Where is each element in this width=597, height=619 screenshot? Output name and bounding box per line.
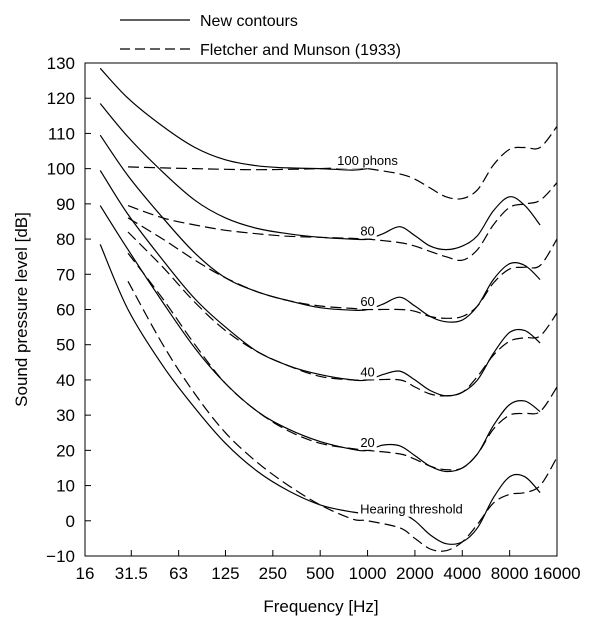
y-tick-label: 60 [56,301,75,320]
dashed-contour-9 [127,217,558,319]
curve-annotation: 100 phons [337,153,398,168]
solid-contour-5 [99,67,368,171]
y-tick-label: 130 [47,54,75,73]
annotation-background [358,434,377,450]
solid-contour-2 [99,170,541,397]
curve-annotation: 60 [360,294,374,309]
dashed-contour-10 [127,182,558,262]
solid-contour-4 [99,103,541,251]
y-axis-title: Sound pressure level [dB] [12,212,31,407]
x-tick-label: 4000 [443,564,481,583]
dashed-contour-6 [127,281,558,552]
annotation-background [358,501,465,517]
y-tick-label: 100 [47,160,75,179]
curve-annotation: 20 [360,435,374,450]
x-tick-label: 125 [211,564,239,583]
y-tick-label: 90 [56,195,75,214]
y-tick-label: 10 [56,477,75,496]
solid-contour-3 [99,134,541,323]
curve-annotation: 40 [360,364,374,379]
y-tick-label: 50 [56,336,75,355]
dashed-contour-11 [127,126,558,200]
x-tick-label: 2000 [396,564,434,583]
legend: New contours Fletcher and Munson (1933) [120,13,401,59]
y-tick-label: 80 [56,230,75,249]
axis-ticks: −10 0 10 20 30 40 50 60 70 80 90 100 110 120 130 16 31.5… [46,54,580,583]
curve-annotation: 80 [360,224,374,239]
x-tick-label: 250 [259,564,287,583]
annotation-background [358,293,377,309]
x-tick-label: 63 [169,564,188,583]
x-tick-label: 16000 [533,564,580,583]
plot-frame [84,62,558,557]
dashed-contour-8 [127,231,558,397]
y-tick-label: 20 [56,441,75,460]
y-tick-label: −10 [46,547,75,566]
solid-contour-1 [99,205,541,473]
x-tick-label: 8000 [491,564,529,583]
dashed-contour-7 [127,252,558,471]
annotation-background [358,364,377,380]
legend-label-fletcher-munson: Fletcher and Munson (1933) [200,42,401,59]
y-tick-label: 40 [56,371,75,390]
y-tick-label: 0 [66,512,75,531]
x-tick-label: 500 [306,564,334,583]
annotations: 100 phons 80 60 40 20 Hearing threshold [335,153,465,517]
x-tick-label: 16 [76,564,95,583]
y-tick-label: 30 [56,406,75,425]
annotation-background [335,153,401,169]
solid-contour-0 [99,244,541,545]
series-group [99,67,558,552]
legend-label-new-contours: New contours [200,13,298,30]
y-tick-label: 120 [47,89,75,108]
x-axis-title: Frequency [Hz] [263,597,378,616]
y-tick-label: 110 [48,124,75,143]
curve-annotation: Hearing threshold [360,502,463,517]
x-tick-label: 1000 [349,564,387,583]
x-tick-label: 31.5 [115,564,148,583]
y-tick-label: 70 [56,265,75,284]
annotation-background [358,223,377,239]
